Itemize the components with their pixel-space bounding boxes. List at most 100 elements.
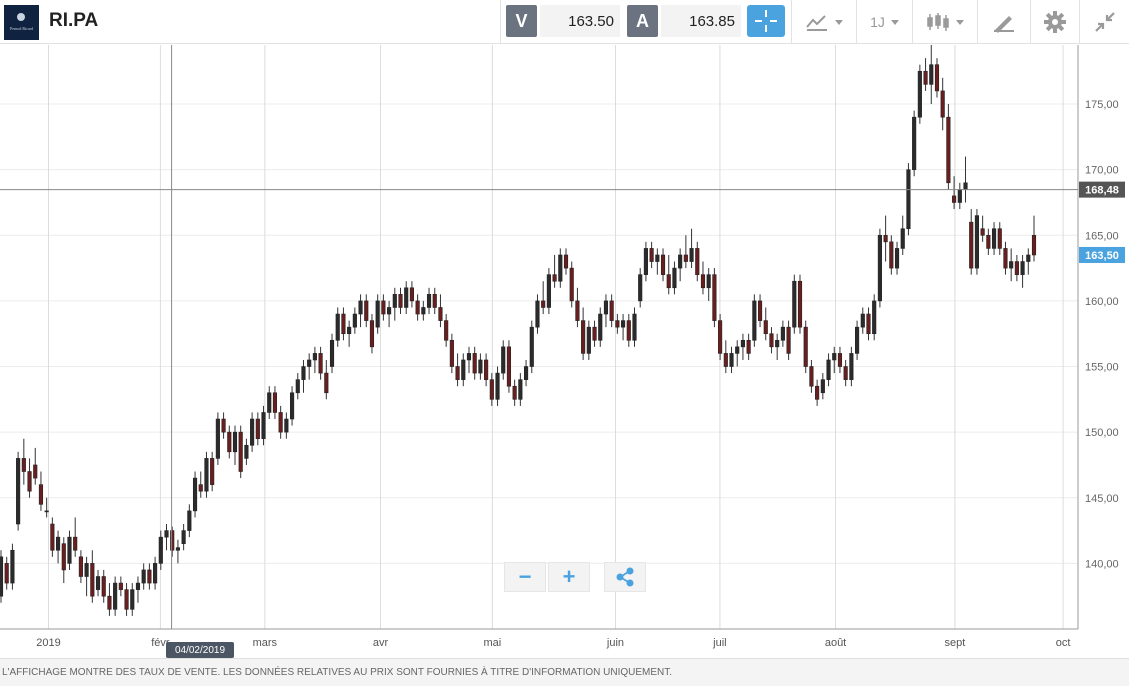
zoom-in-button[interactable]: + [548,562,590,592]
candle-body [666,274,671,289]
candle-body [655,254,660,262]
y-tick-label: 165,00 [1085,230,1119,242]
candle-body [1020,261,1025,275]
toolbar: Pernod Ricard RI.PA V 163.50 A 163.85 1J [0,0,1129,44]
candle-body [752,300,757,341]
candle-body [535,300,540,328]
compare-icon [806,15,827,31]
candle-body [50,523,55,551]
company-logo: Pernod Ricard [4,5,39,40]
candle-body [27,471,32,492]
candle-body [826,359,831,380]
candle-body [986,234,991,249]
candle-body [364,300,369,321]
candle-body [187,510,192,531]
candle-body [324,372,329,394]
candle-body [204,458,209,492]
y-tick-label: 150,00 [1085,427,1119,439]
x-tick-label: oct [1056,637,1071,649]
candle-body [466,353,472,361]
candle-body [244,444,249,459]
candle-body [558,254,563,282]
candle-body [118,582,123,590]
candle-body [90,563,95,597]
zoom-out-button[interactable]: − [504,562,546,592]
candle-body [461,359,466,380]
candle-body [192,477,198,512]
candle-body [284,418,289,433]
candle-body [820,379,825,394]
candle-body [78,556,83,577]
candle-body [523,366,529,380]
candle-body [638,274,643,302]
candle-body [866,313,871,335]
y-tick-label: 155,00 [1085,362,1119,374]
candle-body [969,221,974,269]
disclaimer-text: L'AFFICHAGE MONTRE DES TAUX DE VENTE. LE… [2,667,673,678]
candle-body [130,589,135,610]
candle-body [775,339,780,348]
candle-body [312,353,317,361]
candle-body [16,458,21,525]
candle-body [883,234,888,243]
candle-body [672,267,677,289]
share-button[interactable] [604,562,646,592]
price-chart[interactable]: 140,00 145,00 150,00 155,00 160,00 165,00 170,… [0,45,1129,657]
y-tick-label: 160,00 [1085,296,1119,308]
candle-body [683,254,688,262]
candle-body [1003,248,1008,269]
candle-body [997,228,1002,249]
candle-body [347,326,352,335]
chart-type-button[interactable] [913,0,977,44]
candle-body [712,274,717,321]
x-tick-label: févr [151,637,170,649]
candle-body [740,339,746,348]
candle-body [426,294,432,308]
buy-price[interactable]: 163.85 [661,5,741,37]
candle-body [489,379,494,400]
candle-body [478,359,483,374]
candle-body [147,569,152,584]
drawing-tools-button[interactable] [978,0,1030,44]
candle-body [67,536,72,564]
compare-button[interactable] [792,0,856,44]
candle-body [381,300,386,315]
timeframe-selector[interactable]: 1J [857,0,912,44]
candle-body [792,280,797,328]
candle-body [444,320,449,341]
candle-body [153,563,158,584]
candle-body [198,484,203,492]
crosshair-icon [755,10,777,32]
candle-body [952,195,957,203]
candle-body [404,287,409,308]
candle-body [923,70,928,85]
candle-body [295,379,300,394]
candle-body [1009,261,1014,269]
candle-body [581,320,586,354]
sell-price[interactable]: 163.50 [540,5,620,37]
candle-body [38,484,44,505]
candle-body [780,326,785,341]
crosshair-button[interactable] [747,5,785,37]
candle-body [518,379,523,400]
candle-body [786,326,791,354]
y-tick-label: 140,00 [1085,558,1119,570]
candle-body [917,70,922,118]
crosshair-price-label: 168,48 [1085,185,1119,197]
buy-label[interactable]: A [627,5,658,37]
candle-body [358,300,363,315]
sell-label[interactable]: V [506,5,537,37]
collapse-button[interactable] [1080,0,1129,44]
candle-body [33,464,38,479]
candle-body [649,248,654,262]
candle-body [181,530,186,544]
candle-body [398,294,403,308]
candle-body [375,300,380,328]
settings-button[interactable] [1031,0,1079,44]
candle-body [61,543,66,571]
x-tick-label: août [825,637,846,649]
candle-body [210,458,215,485]
candlestick-chart[interactable]: 140,00 145,00 150,00 155,00 160,00 165,00 170,… [0,45,1129,657]
candle-body [552,274,557,282]
gear-icon [1044,11,1066,33]
